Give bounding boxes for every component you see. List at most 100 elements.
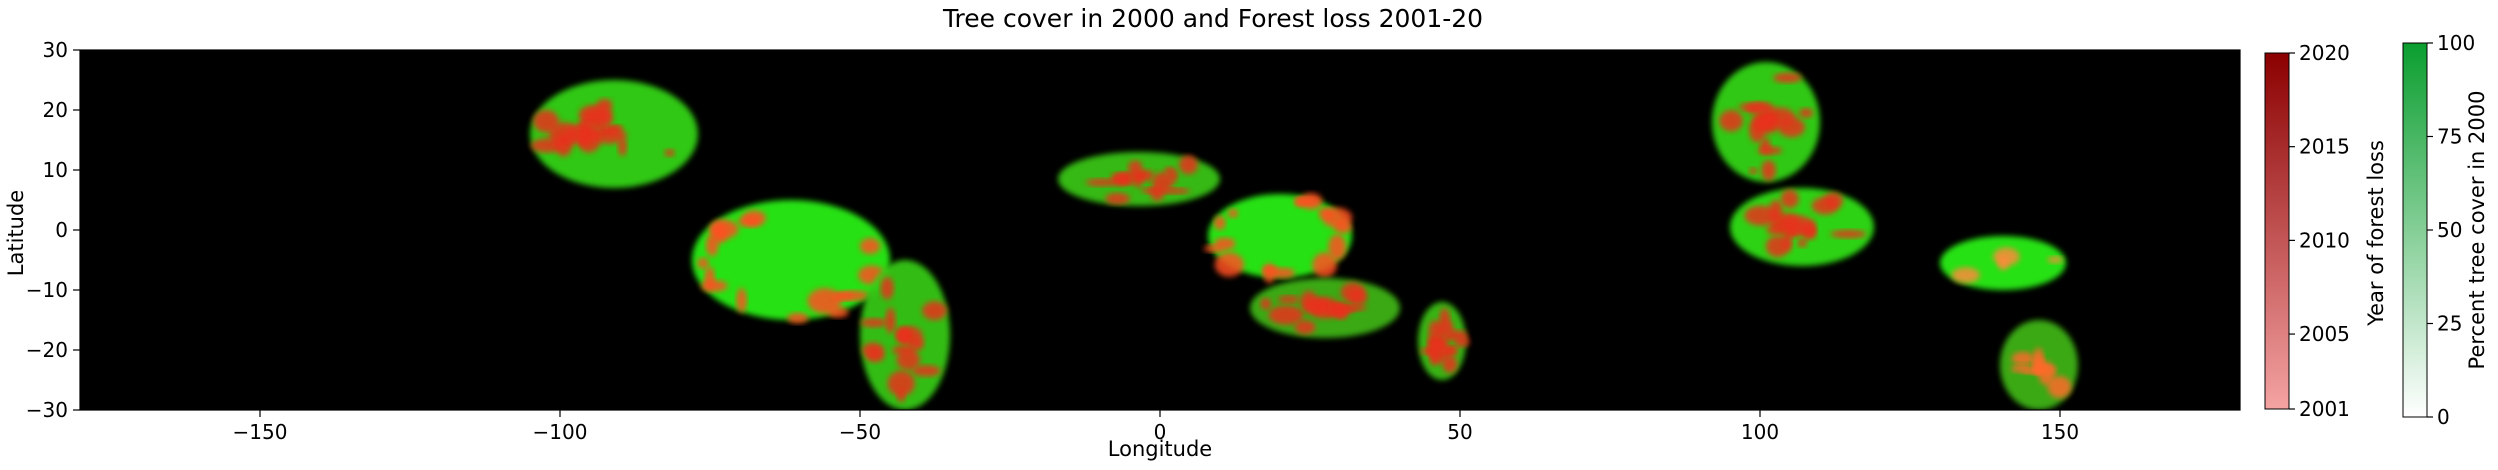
forest-loss-patch [859,238,881,255]
forest-loss-patch [1766,225,1785,235]
forest-loss-patch [618,137,627,156]
forest-loss-patch [1797,238,1808,248]
forest-loss-patch [807,288,842,314]
forest-loss-patch [1213,237,1236,250]
forest-region [692,200,890,324]
forest-loss-patch [897,389,906,403]
forest-loss-patch [1133,171,1143,188]
forest-loss-patch [895,327,911,344]
forest-loss-patch [1294,197,1318,205]
forest-loss-patch [1111,172,1130,183]
tree-cover-patch [692,200,890,320]
forest-loss-patch [912,365,941,377]
forest-loss-patch [583,108,613,131]
forest-loss-patch [1227,208,1239,218]
forest-loss-patch [1318,207,1334,219]
forest-loss-patch [1263,263,1276,284]
y-tick-label: 10 [43,158,68,182]
forest-loss-patch [591,126,627,144]
forest-loss-patch [1278,295,1300,303]
forest-loss-patch [2022,368,2042,375]
forest-loss-patch [1745,102,1775,116]
colorbar-forest-loss-tick-label: 2010 [2299,228,2350,252]
forest-region [1058,152,1220,206]
forest-loss-patch [1085,178,1119,187]
colorbar-forest-loss-tick-label: 2015 [2299,135,2350,159]
forest-loss-patch [887,370,915,397]
forest-loss-patch [1749,167,1758,175]
forest-loss-patch [1757,115,1775,129]
forest-loss-patch [2047,376,2072,399]
colorbar-forest-loss-year: 2001 2005 2010 2015 2020 Year of forest loss [2264,41,2388,421]
colorbar-forest-loss-tick-label: 2005 [2299,322,2350,346]
forest-loss-patch [1719,110,1744,132]
forest-loss-patch [1214,216,1226,230]
forest-loss-patch [1782,233,1793,251]
chart-title: Tree cover in 2000 and Forest loss 2001-… [942,4,1483,33]
y-axis-label: Latitude [4,190,28,276]
forest-loss-patch [1799,108,1814,118]
plot-area [80,50,2240,410]
x-tick-label: −150 [233,420,288,444]
forest-loss-patch [1780,189,1799,209]
forest-loss-patch [1760,138,1771,155]
forest-loss-patch [709,219,739,239]
forest-loss-patch [833,292,854,301]
forest-loss-patch [533,110,560,133]
forest-loss-patch [1334,220,1352,234]
forest-loss-patch [1150,184,1165,201]
y-axis: 30 20 10 0 −10 −20 −30 [26,38,80,422]
forest-loss-patch [1214,252,1244,277]
forest-loss-patch [1951,267,1980,283]
forest-loss-patch [700,280,728,292]
colorbar-tree-cover-tick-label: 50 [2437,218,2462,242]
y-tick-label: 20 [43,98,68,122]
forest-loss-patch [922,301,947,321]
forest-loss-patch [1823,192,1844,209]
x-tick-label: −50 [839,420,881,444]
forest-loss-patch [910,337,925,350]
forest-loss-patch [697,257,709,269]
forest-region [1730,188,1874,266]
forest-loss-patch [1179,155,1198,175]
forest-loss-patch [860,318,888,328]
x-tick-label: 0 [1154,420,1167,444]
forest-loss-patch [828,307,849,318]
forest-region [1203,192,1353,284]
forest-loss-patch [1744,205,1778,226]
forest-loss-patch [1349,288,1368,306]
colorbar-tree-cover-tick-label: 100 [2437,31,2475,55]
colorbar-forest-loss-tick-label: 2001 [2299,397,2350,421]
forest-loss-patch [1430,350,1440,366]
forest-loss-patch [1158,187,1190,195]
x-tick-label: 100 [1741,420,1779,444]
forest-loss-patch [736,288,747,313]
forest-region [530,80,698,188]
x-tick-label: 50 [1447,420,1472,444]
forest-loss-patch [2011,351,2035,365]
forest-loss-patch [896,349,920,370]
forest-loss-patch [565,123,599,144]
forest-loss-patch [1335,307,1347,320]
y-tick-label: −30 [26,398,68,422]
colorbar-tree-cover-tick-label: 25 [2437,312,2462,336]
forest-loss-patch [1779,215,1813,232]
forest-loss-patch [1164,166,1175,176]
forest-loss-patch [1454,336,1470,348]
colorbar-forest-loss-label: Year of forest loss [2364,140,2388,327]
colorbar-forest-loss-gradient [2264,52,2290,410]
forest-loss-patch [1433,337,1448,349]
y-tick-label: −20 [26,338,68,362]
forest-loss-patch [1761,160,1776,181]
forest-loss-patch [1993,247,2020,266]
forest-loss-patch [885,307,896,334]
forest-loss-patch [1442,355,1458,373]
forest-region [860,260,950,410]
forest-loss-patch [1773,72,1802,83]
forest-loss-patch [1268,305,1304,325]
colorbar-forest-loss-tick-label: 2020 [2299,41,2350,65]
forest-loss-patch [1441,320,1454,342]
forest-loss-patch [664,149,675,157]
forest-loss-patch [1328,234,1347,260]
